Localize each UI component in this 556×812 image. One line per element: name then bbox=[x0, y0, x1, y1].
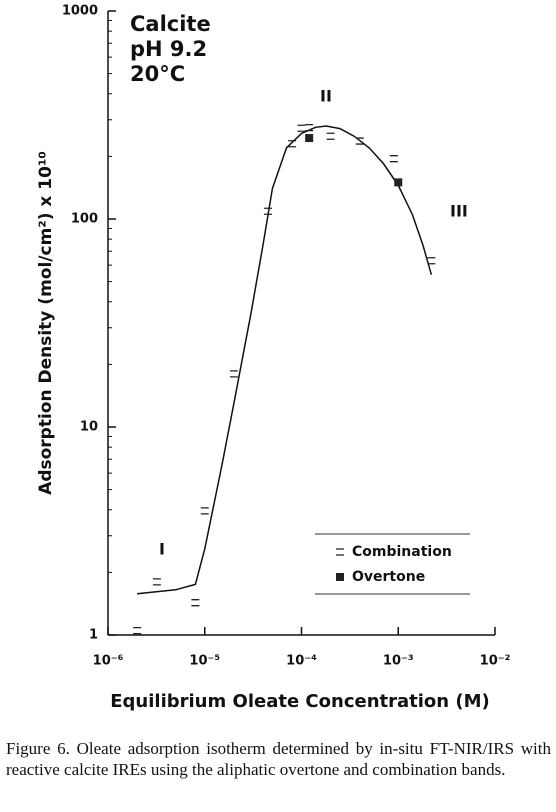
x-tick-label: 10⁻⁶ bbox=[93, 654, 124, 669]
y-tick-label: 1 bbox=[89, 628, 98, 643]
combination-marker bbox=[305, 123, 314, 132]
combination-marker bbox=[229, 370, 238, 378]
y-tick-label: 100 bbox=[71, 212, 98, 227]
combination-marker bbox=[389, 155, 398, 163]
x-tick-label: 10⁻² bbox=[480, 654, 511, 669]
chart: Calcite pH 9.2 20°C I II III Equilibrium… bbox=[36, 4, 511, 713]
chart-title: pH 9.2 bbox=[130, 37, 207, 61]
combination-marker bbox=[297, 124, 306, 132]
legend-label: Overtone bbox=[352, 569, 425, 585]
legend-marker bbox=[336, 548, 344, 556]
x-tick-label: 10⁻⁴ bbox=[286, 654, 317, 669]
legend-label: Combination bbox=[352, 544, 452, 560]
combination-marker bbox=[326, 132, 335, 140]
x-tick-label: 10⁻⁵ bbox=[189, 654, 220, 669]
combination-marker bbox=[191, 599, 200, 607]
combination-marker bbox=[200, 507, 209, 515]
y-axis-label: Adsorption Density (mol/cm²) x 10¹⁰ bbox=[36, 151, 56, 495]
annotation: I bbox=[159, 540, 165, 559]
annotation: III bbox=[450, 202, 468, 221]
chart-title: Calcite bbox=[130, 12, 211, 36]
combination-marker bbox=[427, 257, 436, 265]
combination-marker bbox=[263, 207, 272, 215]
overtone-marker bbox=[305, 134, 314, 143]
y-tick-label: 1000 bbox=[62, 4, 98, 19]
x-axis-label: Equilibrium Oleate Concentration (M) bbox=[110, 691, 489, 712]
caption: Figure 6. Oleate adsorption isotherm det… bbox=[6, 739, 551, 779]
overtone-marker bbox=[394, 178, 403, 187]
combination-marker bbox=[133, 626, 142, 635]
chart-title: 20°C bbox=[130, 62, 185, 86]
fit-curve bbox=[137, 125, 433, 595]
legend-marker bbox=[336, 573, 344, 581]
y-tick-label: 10 bbox=[80, 420, 98, 435]
x-tick-label: 10⁻³ bbox=[383, 654, 414, 669]
combination-marker bbox=[355, 137, 364, 145]
combination-marker bbox=[152, 578, 161, 586]
combination-marker bbox=[288, 140, 297, 148]
annotation: II bbox=[320, 87, 332, 106]
